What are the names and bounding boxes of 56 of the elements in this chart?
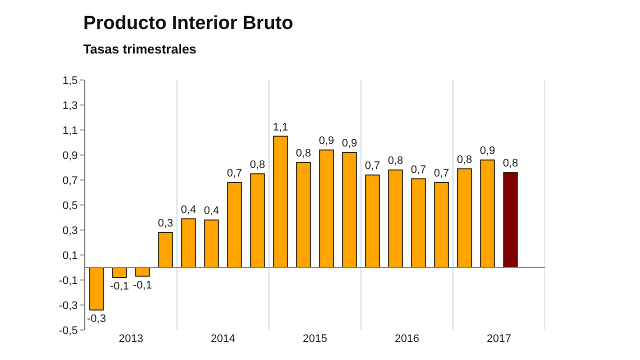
data-label: -0,1	[133, 279, 152, 292]
chart-title: Producto Interior Bruto	[83, 12, 294, 34]
bar	[342, 152, 357, 268]
y-tick-label: -0,5	[58, 324, 78, 337]
bar	[457, 168, 472, 268]
bar	[250, 173, 265, 268]
x-tick-label: 2013	[118, 333, 144, 345]
data-label: 0,8	[250, 158, 266, 171]
data-label: 0,7	[226, 168, 242, 180]
bar	[365, 174, 380, 268]
data-label: 0,8	[296, 148, 312, 160]
bar	[89, 267, 104, 310]
bar	[480, 160, 495, 268]
y-tick-label: 0,3	[62, 224, 78, 237]
bar	[273, 136, 288, 268]
y-tick-label: 0,1	[62, 250, 78, 262]
bar	[181, 218, 196, 268]
bar	[204, 220, 219, 268]
data-label: 0,7	[434, 168, 450, 180]
data-label: 0,9	[342, 138, 358, 150]
bar	[227, 182, 242, 268]
bar	[296, 162, 311, 268]
y-tick-label: 0,9	[62, 150, 78, 162]
bar	[112, 267, 127, 278]
bar	[434, 182, 449, 268]
y-tick-label: -0,1	[58, 274, 78, 287]
data-label: -0,1	[110, 280, 129, 292]
data-label: 0,8	[456, 154, 472, 166]
y-tick-label: -0,3	[58, 300, 78, 312]
y-tick-label: 1,3	[62, 100, 78, 112]
x-tick-label: 2014	[210, 333, 236, 345]
bar	[388, 170, 403, 268]
data-label: 0,4	[180, 204, 196, 216]
bar	[411, 178, 426, 268]
data-label: 0,8	[388, 155, 404, 167]
data-label: 0,4	[204, 205, 220, 217]
y-tick-label: 1,1	[62, 124, 78, 137]
y-tick-label: 1,5	[62, 74, 78, 87]
bar	[135, 267, 150, 277]
x-tick-label: 2016	[394, 333, 420, 345]
bar	[319, 150, 334, 268]
x-tick-label: 2017	[486, 333, 512, 345]
data-label: 1,1	[272, 121, 288, 134]
data-label: 0,8	[502, 158, 518, 170]
data-label: 0,9	[318, 135, 334, 147]
y-tick-label: 0,7	[62, 174, 78, 187]
x-tick-label: 2015	[302, 333, 328, 345]
data-label: 0,7	[410, 164, 426, 176]
data-label: 0,7	[364, 160, 380, 172]
data-label: 0,3	[158, 218, 174, 230]
chart-subtitle: Tasas trimestrales	[83, 42, 196, 56]
data-label: 0,9	[480, 145, 496, 157]
y-tick-label: 0,5	[62, 200, 78, 212]
bar	[158, 232, 173, 268]
bar	[503, 172, 518, 268]
data-label: -0,3	[87, 313, 106, 325]
